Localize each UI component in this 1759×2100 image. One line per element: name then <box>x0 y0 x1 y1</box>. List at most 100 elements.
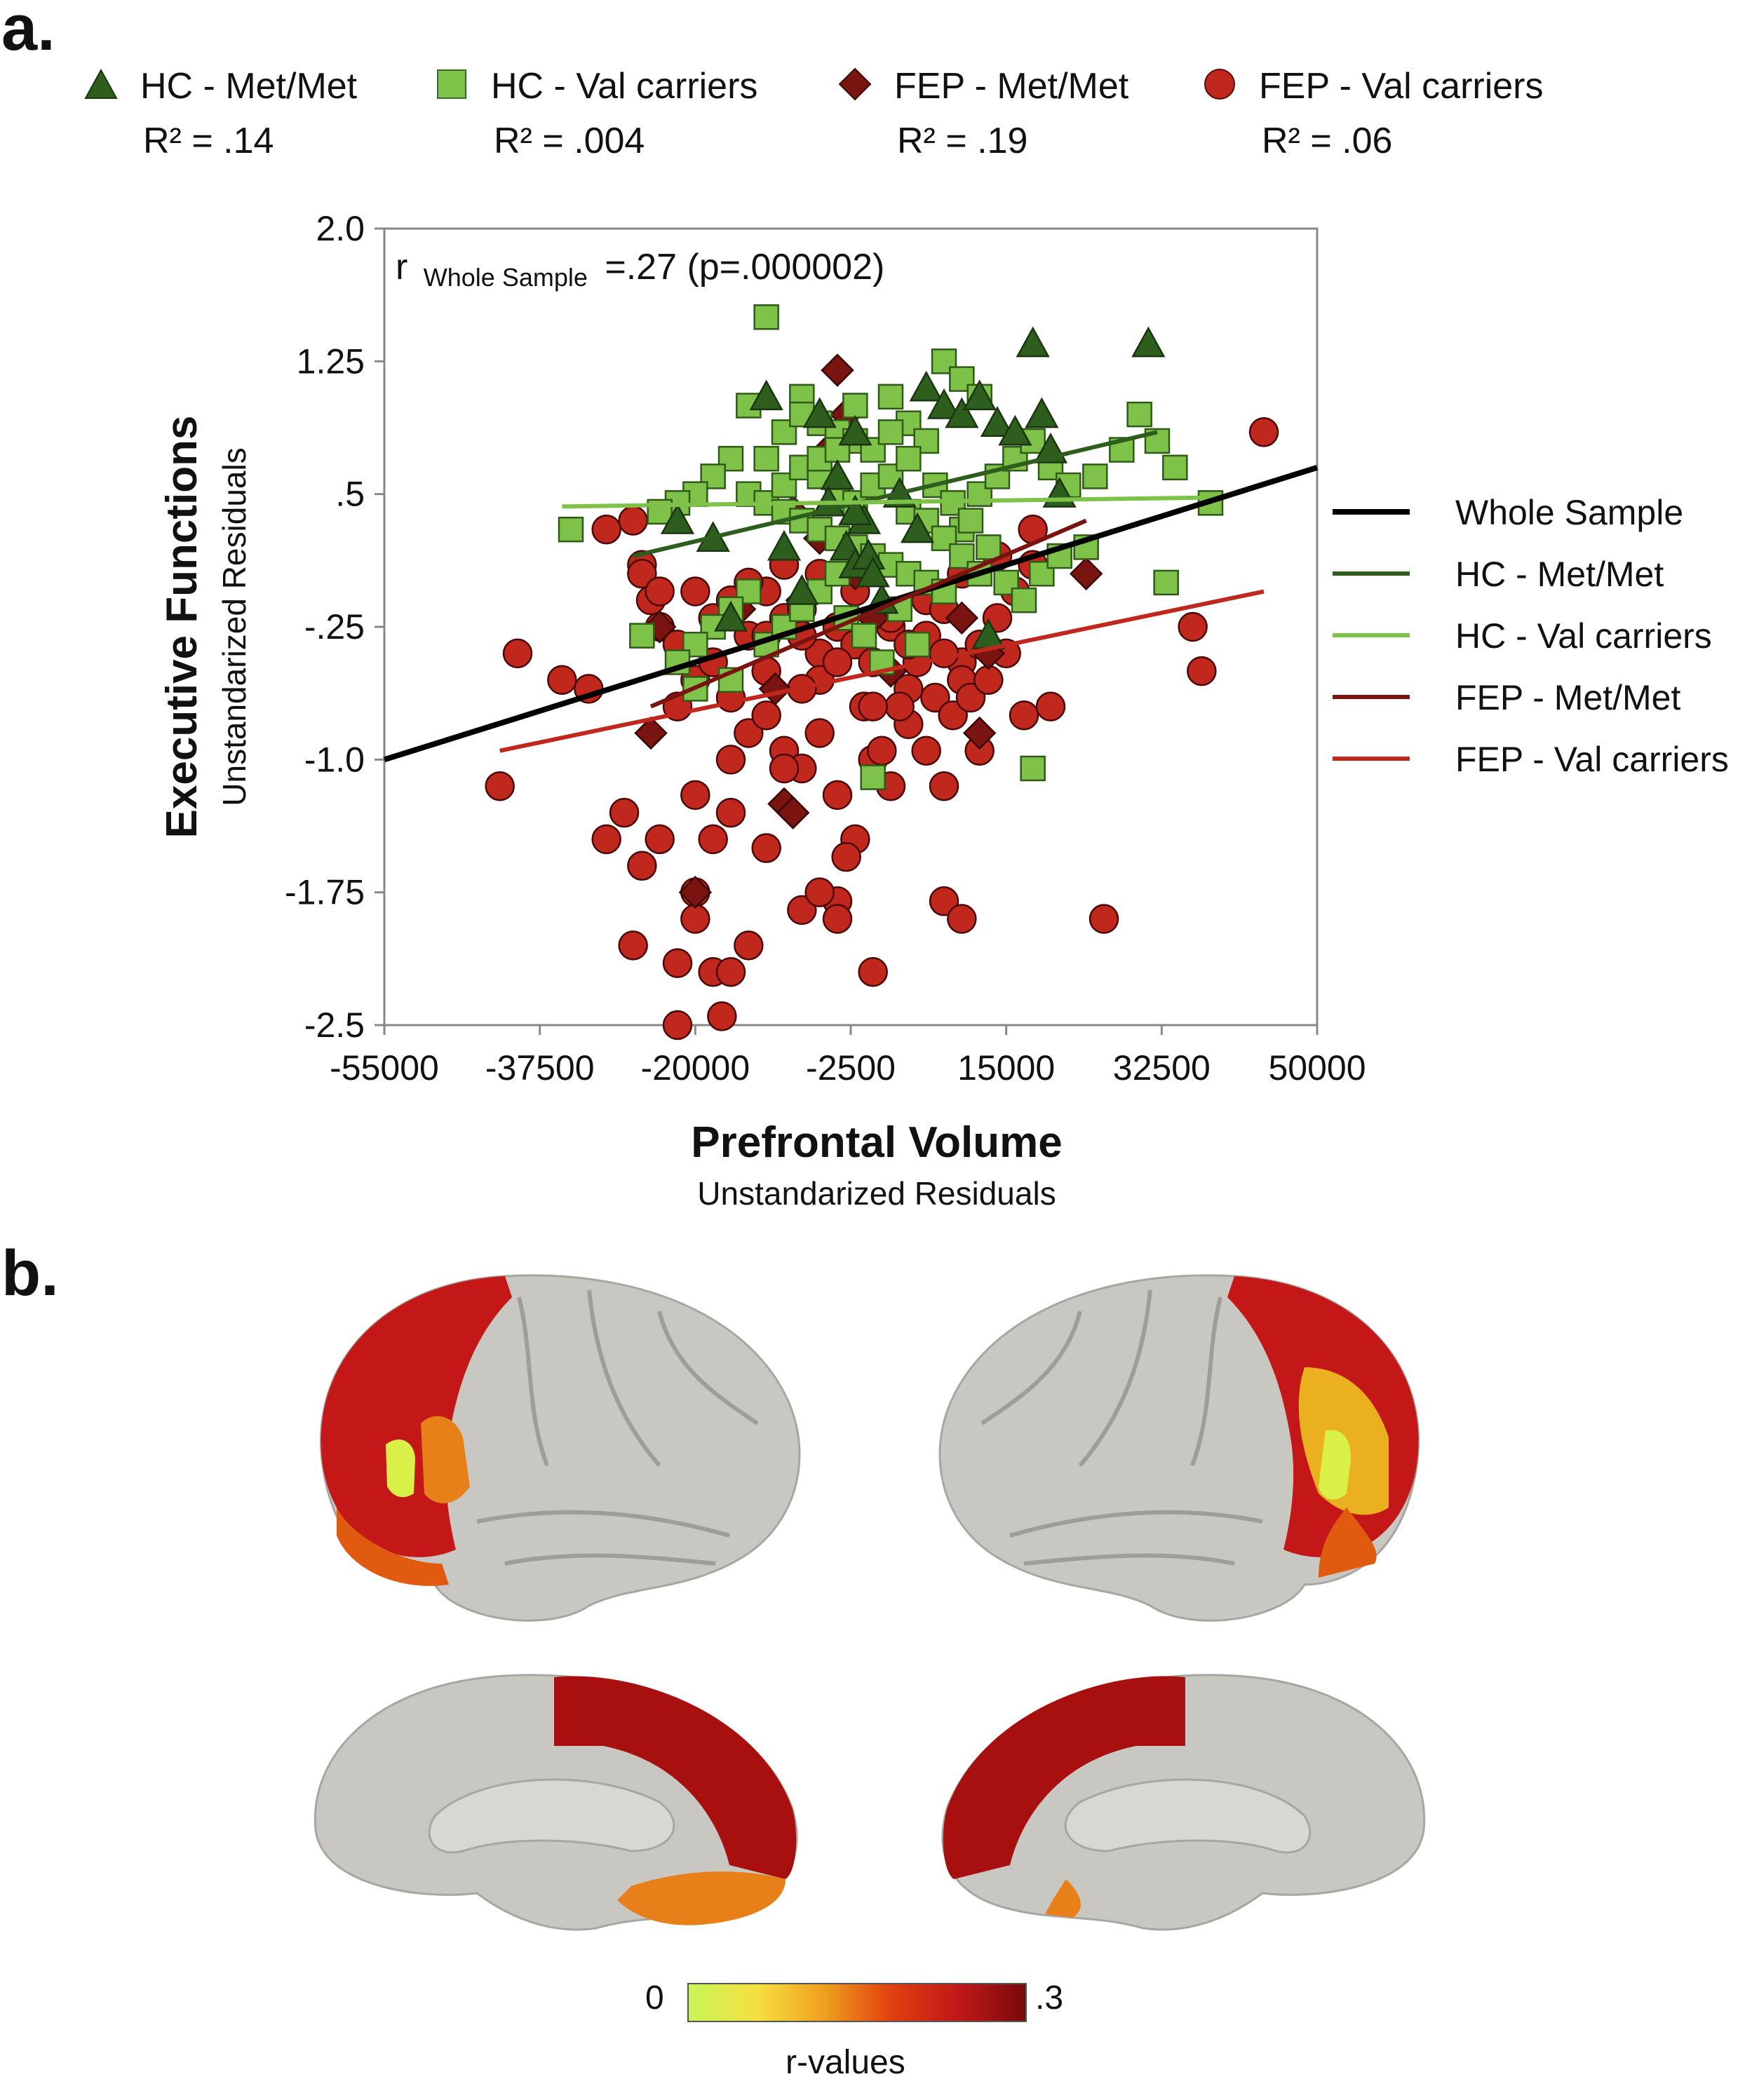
hc-met-point <box>856 556 890 588</box>
fep-met-point <box>962 716 997 750</box>
x-tick-label: -20000 <box>640 1048 750 1088</box>
hc-met-point <box>749 379 783 411</box>
regression-lines <box>383 430 1319 763</box>
hc-val-point <box>1011 587 1037 614</box>
fep-val-point <box>751 833 781 863</box>
fep-val-point <box>627 851 657 881</box>
hc-met-point <box>962 379 997 411</box>
legend-label: HC - Met/Met <box>140 66 358 107</box>
y-tick-label: 2.0 <box>316 209 365 248</box>
fep-val-point <box>707 1001 737 1031</box>
hc-val-point <box>753 445 779 472</box>
hc-val-point <box>842 393 868 419</box>
fep-val-point <box>858 957 888 987</box>
fep-val-point <box>769 753 800 784</box>
hc-met-point <box>945 397 979 428</box>
fep-val-point <box>715 745 746 775</box>
line-legend-label: FEP - Val carriers <box>1455 740 1729 779</box>
hc-val-point <box>896 445 922 472</box>
fep-val-point <box>734 930 764 961</box>
hc-val-point <box>1082 463 1108 489</box>
x-tick-label: -55000 <box>330 1048 439 1088</box>
y-tick-label: -2.5 <box>304 1005 365 1045</box>
fep-val-point <box>929 886 959 916</box>
hc-met-point <box>926 388 962 419</box>
hc-val-point <box>904 631 931 658</box>
hc-met-point <box>1025 397 1059 428</box>
x-axis-subtitle: Unstandarized Residuals <box>697 1175 1056 1212</box>
fep-val-point <box>822 904 853 934</box>
colorbar-min-label: 0 <box>645 1979 664 2017</box>
hc-val-point <box>1162 454 1188 481</box>
regression-line <box>499 589 1265 753</box>
legend-label: HC - Val carriers <box>491 66 758 107</box>
line-legend-label: HC - Met/Met <box>1455 555 1664 594</box>
y-tick-label: .5 <box>335 475 365 514</box>
fep-val-point <box>645 824 675 855</box>
brain-lateral-left <box>319 1274 801 1622</box>
x-axis-ticks: -55000 -37500 -20000 -2500 15000 32500 50000 <box>330 1025 1366 1088</box>
fep-val-point <box>591 514 621 545</box>
fep-val-point <box>804 877 835 907</box>
legend-label: FEP - Met/Met <box>894 66 1129 107</box>
line-legend: Whole Sample HC - Met/Met HC - Val carrier… <box>1333 493 1729 779</box>
x-tick-label: 50000 <box>1268 1048 1366 1088</box>
fep-val-point <box>973 665 1004 695</box>
correlation-annotation: r Whole Sample =.27 (p=.000002) <box>396 247 884 294</box>
hc-val-point <box>877 384 904 410</box>
y-axis-ticks: 2.0 1.25 .5 -.25 -1.0 -1.75 -2.5 <box>285 209 384 1045</box>
fep-val-point <box>502 638 533 669</box>
fep-val-point <box>698 824 728 855</box>
fep-met-point <box>821 353 854 387</box>
hc-val-point <box>877 419 904 445</box>
fep-val-point <box>715 797 746 828</box>
fep-val-point <box>831 841 861 872</box>
line-legend-label: FEP - Met/Met <box>1455 678 1680 717</box>
fep-val-point <box>804 718 835 748</box>
hc-met-point <box>838 494 872 526</box>
hc-val-point <box>629 623 655 649</box>
diamond-marker-icon <box>838 67 872 101</box>
line-legend-label: HC - Val carriers <box>1455 616 1712 656</box>
fep-val-point <box>929 638 959 669</box>
fep-val-point <box>645 576 675 607</box>
fep-val-point <box>680 780 710 811</box>
brain-lateral-right <box>938 1274 1420 1622</box>
legend-r2: R² = .14 <box>143 121 274 161</box>
panel-b-label: b. <box>1 1238 59 1309</box>
x-tick-label: 15000 <box>957 1048 1055 1088</box>
fep-val-point <box>911 736 941 766</box>
fep-met-point <box>634 716 668 750</box>
brain-medial-right <box>941 1674 1426 1931</box>
y-tick-label: -.25 <box>304 607 365 646</box>
hc-val-point <box>753 304 779 330</box>
line-legend-label: Whole Sample <box>1455 493 1683 532</box>
fep-met-point <box>678 875 713 909</box>
scatter-chart: -55000 -37500 -20000 -2500 15000 32500 50000 2… <box>158 209 1729 1212</box>
x-tick-label: -2500 <box>806 1048 896 1088</box>
fep-val-point <box>787 895 817 926</box>
hc-met-point <box>785 574 819 605</box>
x-axis-title: Prefrontal Volume <box>691 1118 1062 1167</box>
square-marker-icon <box>437 69 466 99</box>
y-tick-label: -1.75 <box>285 873 365 912</box>
brain-medial-left <box>314 1674 798 1931</box>
y-tick-label: -1.0 <box>304 740 365 779</box>
fep-val-point <box>1178 611 1208 642</box>
y-axis-title: Executive Functions <box>158 416 206 839</box>
fep-val-point <box>1009 700 1039 731</box>
fep-val-point <box>938 700 968 731</box>
hc-met-point <box>998 414 1032 446</box>
hc-val-point <box>851 623 877 649</box>
legend-label: FEP - Val carriers <box>1259 66 1544 107</box>
hc-met-point <box>820 459 855 490</box>
colorbar-max-label: .3 <box>1035 1979 1064 2017</box>
fep-val-point <box>929 771 959 801</box>
fep-val-point <box>734 718 764 748</box>
fep-val-point <box>609 797 640 828</box>
x-tick-label: 32500 <box>1113 1048 1211 1088</box>
fep-val-point <box>858 691 888 722</box>
fep-val-point <box>591 824 621 855</box>
fep-val-point <box>920 682 950 713</box>
regression-line <box>562 495 1202 509</box>
